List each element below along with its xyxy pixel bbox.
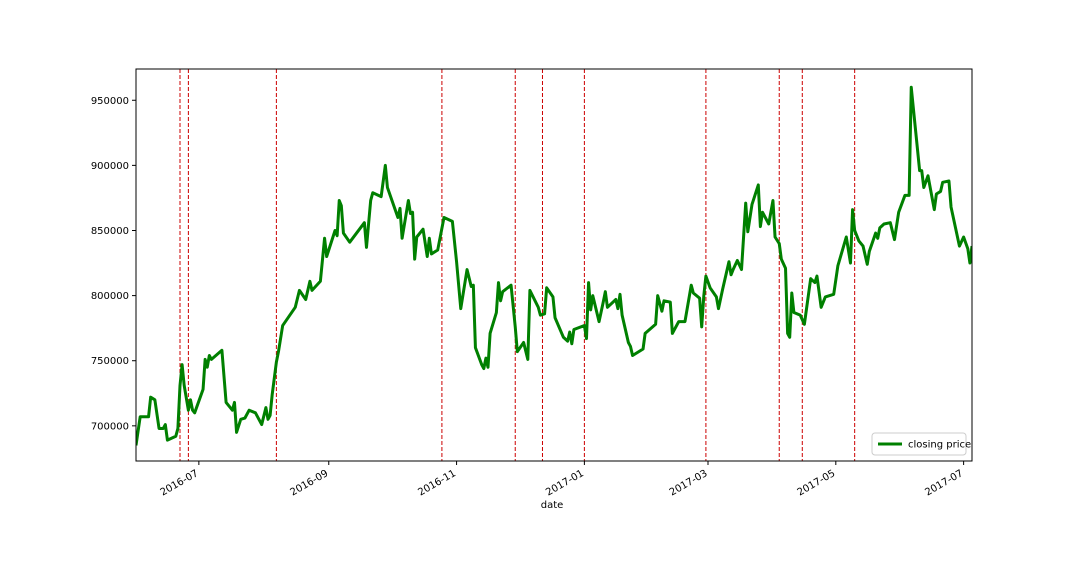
y-tick-label: 700000 [91,421,129,432]
x-tick-label: 2017-07 [923,468,965,498]
plot-frame [135,68,973,462]
legend-box [871,432,967,456]
y-tick-label: 850000 [91,226,129,237]
x-axis-label: date [541,500,564,511]
x-tick-label: 2017-01 [544,468,586,498]
x-tick-label: 2017-05 [796,468,838,498]
x-tick-label: 2016-09 [289,468,331,498]
y-tick-label: 750000 [91,356,129,367]
y-tick-label: 800000 [91,291,129,302]
x-tick-label: 2017-03 [668,468,710,498]
price-line [136,85,972,446]
legend-label: closing price [908,440,971,451]
y-tick-label: 950000 [91,96,129,107]
y-tick-label: 900000 [91,161,129,172]
x-tick-label: 2016-11 [416,468,458,498]
x-tick-label: 2016-07 [159,468,201,498]
